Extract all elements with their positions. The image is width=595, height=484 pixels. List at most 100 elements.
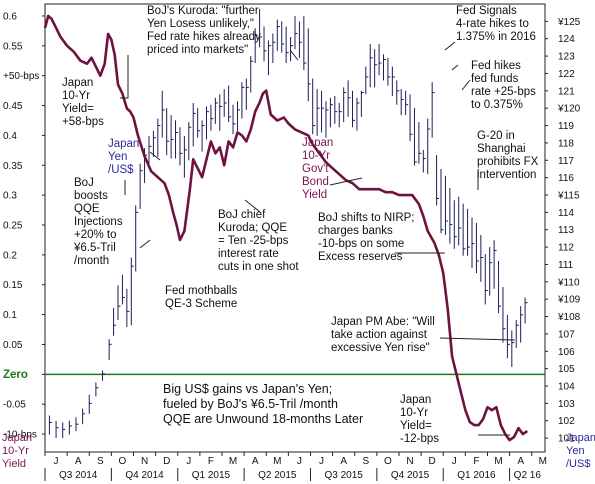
leader-line bbox=[439, 337, 516, 341]
annotation-jgb-label: Japan bbox=[302, 137, 333, 149]
right-tick-label: 122 bbox=[558, 69, 575, 80]
annotation-jp10yr-b: Yield= bbox=[400, 420, 432, 432]
leader-line bbox=[289, 49, 299, 61]
annotation-g20: G-20 in bbox=[477, 130, 515, 142]
left-tick-label: -10-bps bbox=[3, 430, 37, 441]
month-label: M bbox=[539, 456, 547, 467]
left-tick-label: 0.6 bbox=[3, 11, 17, 22]
right-tick-label: 111 bbox=[558, 260, 574, 271]
month-label: J bbox=[452, 456, 457, 467]
annotation-jp10yr-a: 10-Yr bbox=[62, 90, 90, 102]
month-label: F bbox=[473, 456, 479, 467]
right-tick-label: 121 bbox=[558, 86, 575, 97]
month-label: J bbox=[54, 456, 59, 467]
right-tick-label: 112 bbox=[558, 243, 574, 254]
leader-line bbox=[149, 151, 161, 161]
month-label: F bbox=[208, 456, 214, 467]
quarter-label: Q1 2016 bbox=[457, 470, 496, 481]
right-axis-title: /US$ bbox=[566, 458, 590, 470]
right-tick-label: 123 bbox=[558, 52, 575, 63]
annotation-fed-hikes: fed funds bbox=[471, 73, 519, 85]
right-tick-label: ¥120 bbox=[557, 104, 581, 115]
month-label: N bbox=[141, 456, 148, 467]
leader-line bbox=[461, 79, 471, 91]
right-tick-label: 104 bbox=[558, 382, 575, 393]
jgb-yield-line bbox=[43, 14, 529, 442]
annotation-boj-qqe: Injections bbox=[74, 216, 123, 228]
annotation-boj-qqe: /month bbox=[74, 255, 109, 267]
annotation-jp10yr-a: Yield= bbox=[62, 103, 94, 115]
month-label: A bbox=[75, 456, 82, 467]
leader-line bbox=[139, 239, 151, 249]
right-tick-label: ¥125 bbox=[557, 17, 581, 28]
annotation-g20: prohibits FX bbox=[477, 156, 539, 168]
quarter-label: Q2 16 bbox=[514, 470, 542, 481]
annotation-nirp: Excess reserves bbox=[318, 251, 403, 263]
right-tick-label: 116 bbox=[558, 173, 574, 184]
annotation-boj-qqe: BoJ bbox=[74, 177, 94, 189]
annotation-jgb-label: Gov't bbox=[302, 163, 329, 175]
annotation-kuroda2: BoJ chief bbox=[218, 209, 266, 221]
annotation-kuroda1: priced into markets" bbox=[147, 44, 248, 56]
plot-frame bbox=[44, 3, 546, 453]
annotation-fed-hikes: rate +25-bps bbox=[471, 86, 536, 98]
right-tick-label: 102 bbox=[558, 416, 575, 427]
left-tick-label: +50-bps bbox=[3, 71, 39, 82]
left-tick-label: 0.1 bbox=[3, 310, 17, 321]
left-tick-label: 0.05 bbox=[3, 340, 23, 351]
annotation-jp10yr-a: +58-bps bbox=[62, 116, 104, 128]
quarter-label: Q3 2015 bbox=[324, 470, 363, 481]
month-label: O bbox=[119, 456, 127, 467]
annotation-big: fueled by BoJ's ¥6.5-Tril /month bbox=[163, 397, 338, 411]
quarter-label: Q4 2015 bbox=[391, 470, 430, 481]
left-tick-label: 0.35 bbox=[3, 161, 23, 172]
annotation-jgb-label: Yield bbox=[302, 189, 327, 201]
annotation-yen-label: Yen bbox=[108, 151, 127, 163]
annotation-yen-label: Japan bbox=[108, 138, 139, 150]
left-axis-title: Yield bbox=[2, 458, 26, 470]
month-label: M bbox=[229, 456, 237, 467]
left-tick-label: 0.15 bbox=[3, 280, 23, 291]
month-label: J bbox=[297, 456, 302, 467]
annotation-boj-qqe: +20% to bbox=[74, 229, 117, 241]
annotation-abe: take action against bbox=[331, 329, 428, 341]
right-axis-title: Yen bbox=[566, 445, 585, 457]
leader-line bbox=[329, 177, 363, 186]
month-label: M bbox=[273, 456, 281, 467]
annotation-qe3: Fed mothballs bbox=[165, 285, 237, 297]
right-tick-label: 117 bbox=[558, 156, 574, 167]
quarter-label: Q3 2014 bbox=[59, 470, 98, 481]
annotation-kuroda1: Yen Losess unlikely," bbox=[147, 18, 254, 30]
annotation-qe3: QE-3 Scheme bbox=[165, 298, 237, 310]
right-tick-label: 101 bbox=[558, 434, 575, 445]
month-label: D bbox=[429, 456, 436, 467]
month-label: S bbox=[97, 456, 104, 467]
annotation-kuroda1: Fed rate hikes already bbox=[147, 31, 261, 43]
right-tick-label: ¥110 bbox=[557, 277, 580, 288]
quarter-label: Q1 2015 bbox=[192, 470, 231, 481]
right-tick-label: ¥108 bbox=[557, 312, 581, 323]
annotation-fed-hikes: Fed hikes bbox=[471, 60, 521, 72]
month-label: D bbox=[163, 456, 170, 467]
leader-line bbox=[451, 64, 459, 71]
annotation-nirp: charges banks bbox=[318, 225, 393, 237]
right-tick-label: 113 bbox=[558, 225, 574, 236]
month-label: O bbox=[384, 456, 392, 467]
month-label: J bbox=[319, 456, 324, 467]
left-tick-label: 0.25 bbox=[3, 221, 23, 232]
right-tick-label: 119 bbox=[558, 121, 574, 132]
left-tick-label: -0.05 bbox=[3, 400, 26, 411]
annotation-g20: Shanghai bbox=[477, 143, 526, 155]
annotation-big: QQE are Unwound 18-months Later bbox=[163, 412, 363, 426]
annotation-jgb-label: Bond bbox=[302, 176, 329, 188]
leader-line bbox=[444, 41, 456, 51]
annotation-abe: Japan PM Abe: "Will bbox=[331, 316, 435, 328]
month-label: A bbox=[340, 456, 347, 467]
left-axis-title: 10-Yr bbox=[2, 445, 29, 457]
right-tick-label: 124 bbox=[558, 34, 575, 45]
month-label: N bbox=[406, 456, 413, 467]
annotation-kuroda2: cuts in one shot bbox=[218, 261, 299, 273]
right-tick-label: 106 bbox=[558, 347, 575, 358]
quarter-label: Q4 2014 bbox=[125, 470, 164, 481]
